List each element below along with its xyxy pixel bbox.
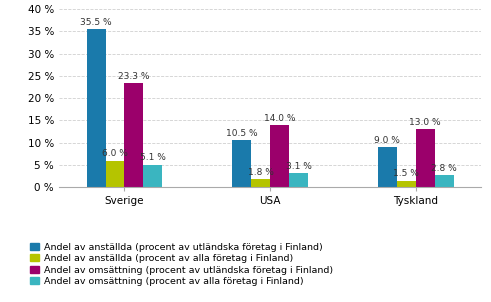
- Text: 23.3 %: 23.3 %: [118, 72, 150, 81]
- Bar: [86, 29, 106, 187]
- Text: 13.0 %: 13.0 %: [409, 118, 441, 127]
- Bar: [251, 179, 270, 187]
- Bar: [435, 175, 454, 187]
- Bar: [378, 147, 397, 187]
- Bar: [143, 165, 163, 187]
- Bar: [106, 160, 124, 187]
- Text: 6.0 %: 6.0 %: [102, 149, 128, 158]
- Text: 3.1 %: 3.1 %: [285, 162, 311, 171]
- Bar: [124, 83, 143, 187]
- Bar: [397, 181, 416, 187]
- Text: 10.5 %: 10.5 %: [226, 129, 257, 138]
- Text: 9.0 %: 9.0 %: [374, 136, 400, 145]
- Text: 2.8 %: 2.8 %: [431, 164, 457, 172]
- Text: 1.5 %: 1.5 %: [393, 169, 419, 178]
- Bar: [416, 129, 435, 187]
- Text: 1.8 %: 1.8 %: [247, 168, 273, 177]
- Bar: [270, 125, 289, 187]
- Bar: [232, 140, 251, 187]
- Text: 14.0 %: 14.0 %: [264, 114, 295, 123]
- Text: 5.1 %: 5.1 %: [140, 153, 166, 162]
- Text: 35.5 %: 35.5 %: [80, 18, 112, 27]
- Legend: Andel av anställda (procent av utländska företag i Finland), Andel av anställda : Andel av anställda (procent av utländska…: [30, 243, 333, 286]
- Bar: [289, 173, 308, 187]
